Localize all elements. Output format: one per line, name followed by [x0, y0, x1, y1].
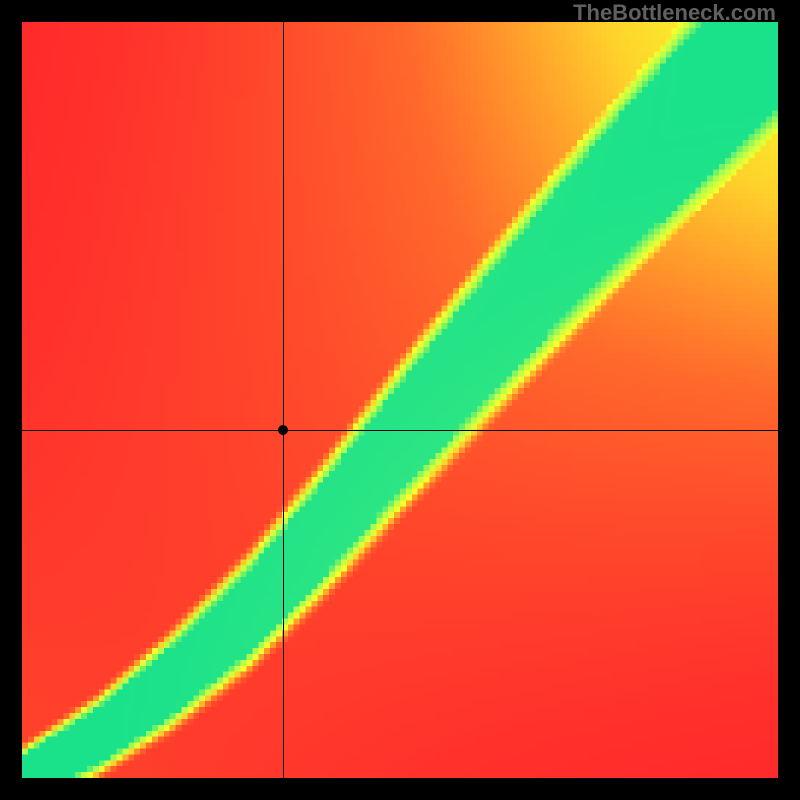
heatmap-canvas [22, 22, 778, 778]
data-point-marker [278, 425, 288, 435]
bottleneck-heatmap [22, 22, 778, 778]
watermark-text: TheBottleneck.com [573, 0, 776, 26]
crosshair-horizontal [22, 430, 778, 431]
crosshair-vertical [283, 22, 284, 778]
